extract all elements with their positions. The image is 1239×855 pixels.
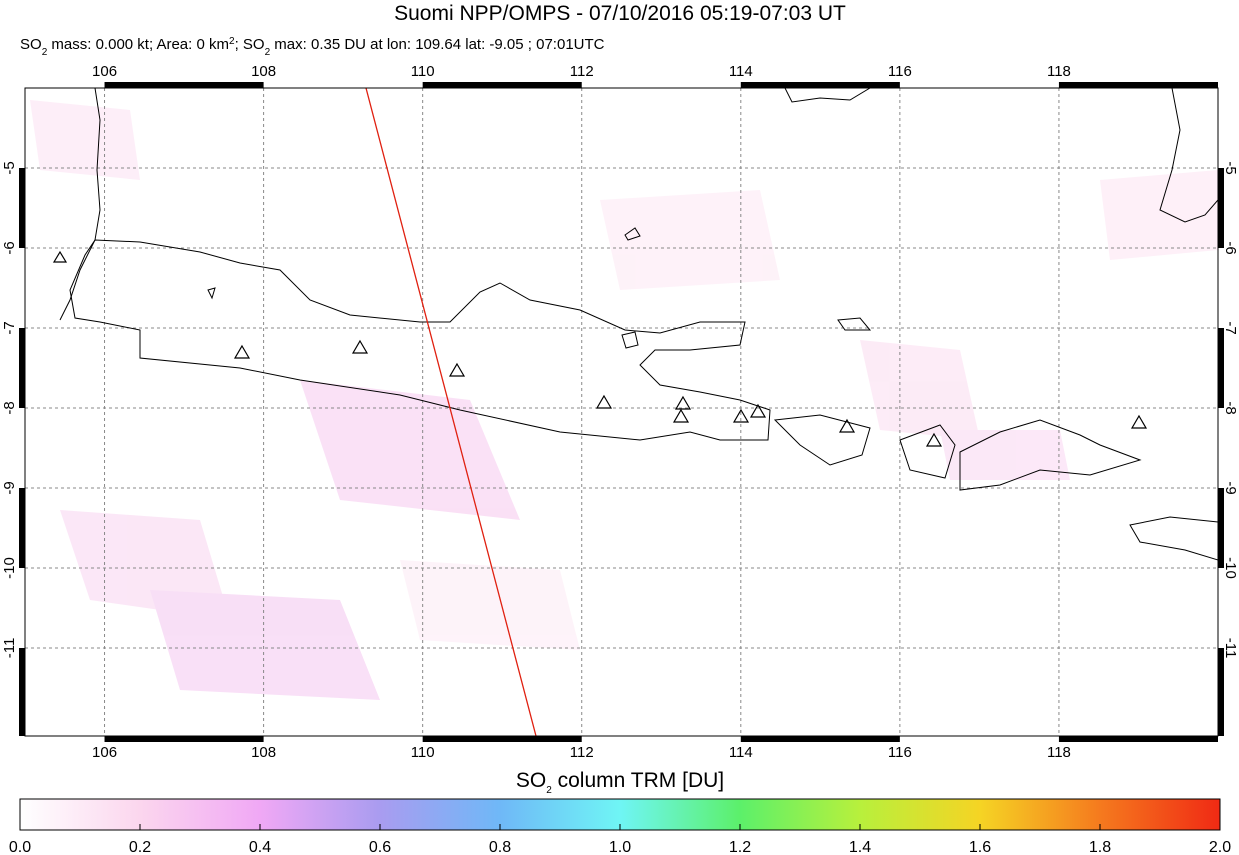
lat-tick-label: -11 [1, 638, 18, 659]
lon-tick-label: 108 [251, 744, 276, 761]
colorbar-tick-label: 0.4 [249, 839, 271, 855]
text-part: 2 [229, 36, 235, 47]
frame-segment [740, 736, 900, 742]
volcanoes [52, 250, 1148, 447]
colorbar-tick-label: 1.0 [609, 839, 631, 855]
colorbar-tick-label: 1.2 [729, 839, 751, 855]
coastline-islets [207, 227, 872, 349]
title: Suomi NPP/OMPS - 07/10/2016 05:19-07:03 … [394, 2, 846, 25]
lat-tick-label: -6 [1, 241, 18, 254]
lat-tick-label: -11 [1222, 638, 1239, 659]
text-part: column TRM [DU] [552, 769, 724, 792]
coastline-borneo [784, 88, 871, 103]
frame-segment [1218, 648, 1224, 736]
map-area [25, 88, 1218, 736]
frame-segment [1218, 488, 1224, 568]
colorbar-tick-label: 0.6 [369, 839, 391, 855]
coastline-sumatra [59, 88, 101, 321]
lat-tick-label: -5 [1, 161, 18, 174]
frame-segment [422, 736, 582, 742]
lon-tick-label: 106 [92, 744, 117, 761]
lon-tick-label: 108 [251, 63, 276, 80]
map-border [24, 87, 1219, 737]
frame-segment [19, 328, 25, 408]
coastline-sulawesi [1159, 88, 1218, 223]
colorbar-tick-label: 1.8 [1089, 839, 1111, 855]
coastline-bali [773, 414, 871, 466]
coastline-lombok [899, 424, 956, 479]
colorbar-tick-label: 0.2 [129, 839, 151, 855]
colorbar-tick-label: 0.0 [9, 839, 31, 855]
coastline-sumba [1129, 516, 1218, 561]
text-part: mass: 0.000 kt; Area: 0 km [47, 36, 229, 53]
frame-segment [19, 648, 25, 736]
frame-segment [1058, 82, 1218, 88]
text-part: max: 0.35 DU at lon: 109.64 lat: -9.05 ;… [270, 36, 605, 53]
lon-tick-label: 114 [729, 63, 753, 80]
text-part: SO [516, 769, 546, 792]
colorbar-tick-label: 1.4 [849, 839, 871, 855]
so2-field [30, 100, 1218, 700]
lon-tick-label: 112 [570, 744, 594, 761]
lon-tick-label: 116 [888, 63, 912, 80]
lat-tick-label: -5 [1222, 161, 1239, 174]
colorbar-title: SO2 column TRM [DU] [516, 769, 724, 796]
lon-tick-label: 112 [570, 63, 594, 80]
frame-segment [19, 488, 25, 568]
text-part: 2 [42, 47, 48, 58]
lat-tick-label: -10 [1, 557, 18, 579]
lon-tick-label: 110 [411, 63, 435, 80]
colorbar-tick-label: 2.0 [1209, 839, 1231, 855]
lat-tick-label: -8 [1, 401, 18, 414]
lat-tick-label: -9 [1, 481, 18, 494]
text-part: ; SO [235, 36, 265, 53]
frame-segment [1218, 328, 1224, 408]
coastline-java [69, 239, 771, 441]
lat-tick-label: -6 [1222, 241, 1239, 254]
lat-tick-label: -9 [1222, 481, 1239, 494]
lon-tick-label: 110 [411, 744, 435, 761]
frame-segment [104, 82, 264, 88]
frame-segment [422, 82, 582, 88]
frame-segment [740, 82, 900, 88]
frame-segment [104, 736, 264, 742]
lon-tick-label: 118 [1047, 63, 1071, 80]
text-part: 2 [265, 47, 271, 58]
colorbar-tick-label: 0.8 [489, 839, 511, 855]
lon-tick-label: 114 [729, 744, 753, 761]
text-part: 2 [546, 785, 552, 796]
frame-segment [19, 168, 25, 248]
lat-tick-label: -8 [1222, 401, 1239, 414]
text-part: SO [20, 36, 42, 53]
lon-tick-label: 106 [92, 63, 117, 80]
lat-tick-label: -10 [1222, 557, 1239, 579]
lat-tick-label: -7 [1222, 321, 1239, 334]
lon-tick-label: 116 [888, 744, 912, 761]
frame-segment [1218, 168, 1224, 248]
lon-tick-label: 118 [1047, 744, 1071, 761]
coastline-sumbawa [959, 419, 1142, 491]
lat-tick-label: -7 [1, 321, 18, 334]
frame-segment [1058, 736, 1218, 742]
orbit-edge [365, 88, 537, 736]
colorbar-tick-label: 1.6 [969, 839, 991, 855]
subtitle: SO2 mass: 0.000 kt; Area: 0 km2; SO2 max… [20, 36, 605, 58]
